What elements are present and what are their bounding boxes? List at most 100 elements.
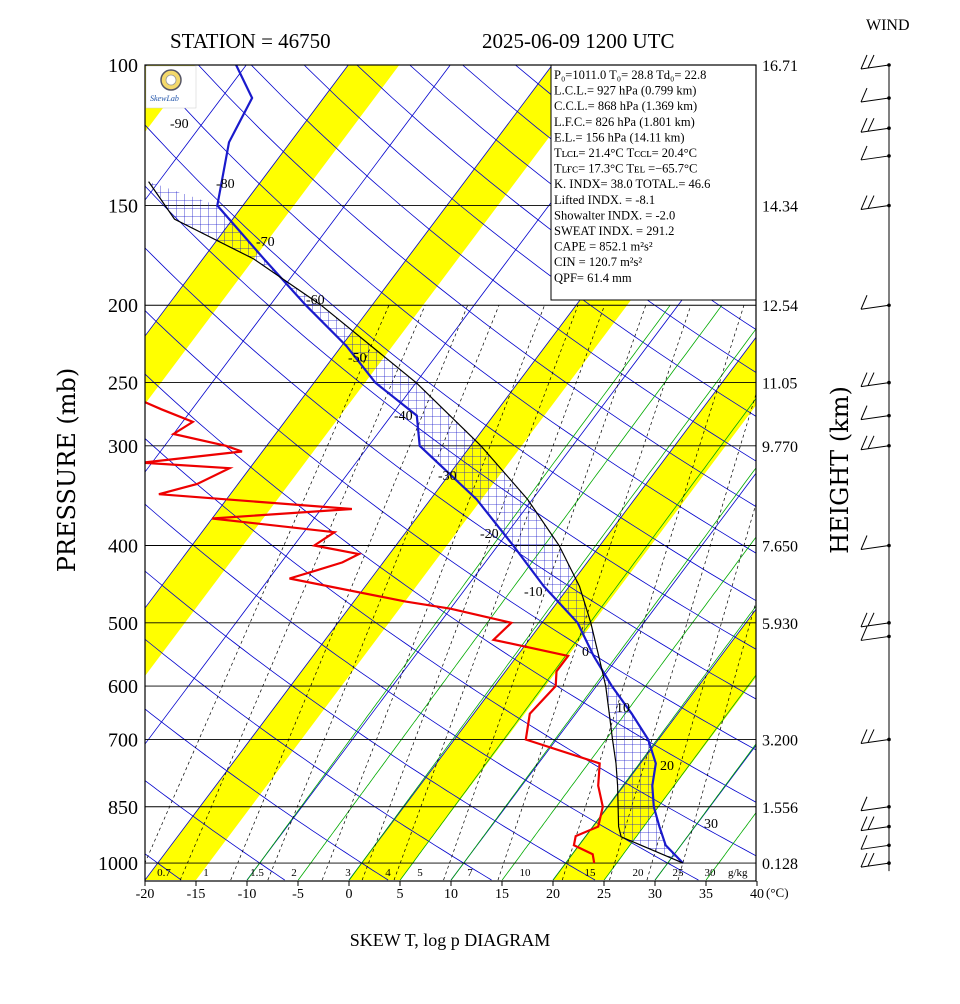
mixing-ratio-line — [393, 305, 605, 881]
x-tick-label: -10 — [238, 887, 257, 902]
x-tick-label: 10 — [444, 887, 458, 902]
index-li: Lifted INDX. = -8.1 — [554, 193, 655, 207]
wind-barb-flag — [860, 145, 868, 161]
isotherm-label: -30 — [438, 469, 457, 484]
wind-barb-flag — [867, 195, 875, 209]
mixing-ratio-line — [267, 305, 500, 881]
dry-adiabat — [303, 65, 756, 417]
mixing-ratio-labels: 0.7 1 1.5 2 3 4 5 7 10 15 20 25 30 g/kg — [157, 867, 748, 879]
wind-barb — [860, 304, 890, 310]
mixing-ratio-label: 1.5 — [250, 867, 264, 879]
pressure-tick-label: 850 — [108, 797, 138, 819]
wind-barb-flag — [860, 612, 868, 628]
wind-barb-flag — [867, 372, 875, 386]
mixing-ratio-line — [321, 305, 545, 881]
mixing-ratio-line — [609, 392, 756, 881]
dry-adiabat — [250, 65, 756, 462]
height-tick-label: 7.650 — [762, 538, 798, 555]
profile-series — [145, 65, 684, 864]
isotherm-line — [450, 472, 756, 881]
dry-adiabat — [145, 373, 756, 803]
isotherm-band — [145, 65, 196, 132]
isotherm-label: -10 — [524, 585, 543, 600]
dry-adiabat — [145, 708, 389, 881]
isotherm-label: 0 — [582, 645, 589, 660]
index-cin: CIN = 120.7 m²s² — [554, 255, 642, 269]
mixing-ratio-label: 2 — [291, 867, 297, 879]
moist-adiabat — [246, 304, 671, 881]
x-tick-label: 25 — [597, 887, 611, 902]
isotherm-line — [145, 65, 553, 609]
isotherm-label: -20 — [480, 527, 499, 542]
pressure-tick-label: 150 — [108, 196, 138, 218]
wind-barb-flag — [860, 117, 868, 133]
wind-barb-flag — [867, 435, 875, 449]
dry-adiabat — [145, 570, 596, 881]
cape-hatch — [148, 181, 684, 864]
mixing-ratio-label: 4 — [385, 867, 391, 879]
cape-area — [148, 181, 684, 864]
mixing-ratio-line — [561, 305, 745, 881]
dry-adiabat — [145, 780, 285, 881]
wind-barb-flag — [860, 295, 868, 310]
isotherm-label: 30 — [704, 817, 718, 832]
x-tick-label: 0 — [346, 887, 353, 902]
index-qpf: QPF= 61.4 mm — [554, 271, 632, 285]
height-tick-label: 14.34 — [762, 199, 798, 216]
isotherm-line — [145, 65, 349, 337]
dry-adiabat — [145, 310, 756, 751]
mixing-ratio-line — [497, 305, 692, 881]
wind-barb-flag — [860, 816, 868, 831]
pressure-axis-title: PRESSURE (mb) — [53, 368, 81, 573]
pressure-tick-label: 250 — [108, 373, 138, 395]
station-logo: SkewLab — [145, 65, 197, 109]
pressure-tick-label: 300 — [108, 436, 138, 458]
wind-title: WIND — [866, 17, 910, 34]
isotherm-line — [757, 65, 960, 880]
isotherm-line — [552, 608, 756, 881]
wind-barb-flag — [860, 796, 868, 811]
wind-barb — [860, 844, 890, 850]
datetime-title: 2025-06-09 1200 UTC — [482, 29, 675, 53]
pressure-tick-label: 400 — [108, 535, 138, 557]
wind-barb — [860, 382, 890, 388]
height-tick-label: 5.930 — [762, 616, 798, 633]
x-tick-label: 30 — [648, 887, 662, 902]
wind-barb-flag — [867, 54, 875, 69]
mixing-ratio-label: 5 — [417, 867, 423, 879]
isotherm-band — [145, 65, 400, 405]
wind-dot — [887, 126, 891, 130]
wind-barb — [860, 622, 890, 628]
index-box: P₀=1011.0 T₀= 28.8 Td₀= 22.8 L.C.L.= 927 … — [550, 64, 757, 301]
index-si: Showalter INDX. = -2.0 — [554, 208, 675, 222]
pressure-tick-label: 200 — [108, 295, 138, 317]
wind-barb — [860, 826, 890, 832]
index-tlcl: Tʟᴄʟ= 21.4°C Tᴄᴄʟ= 20.4°C — [554, 146, 697, 160]
x-unit-label: (°C) — [766, 885, 789, 900]
isotherm-line — [859, 65, 960, 880]
pressure-tick-label: 700 — [108, 729, 138, 751]
height-tick-label: 1.556 — [762, 800, 798, 817]
height-tick-label: 9.770 — [762, 439, 798, 456]
wind-barb — [860, 415, 890, 421]
height-tick-label: 0.128 — [762, 856, 798, 873]
isotherm-band — [757, 65, 960, 880]
wind-barb — [860, 862, 890, 868]
isotherm-label: -40 — [394, 409, 413, 424]
isotherm-label: -90 — [170, 117, 189, 132]
moist-adiabat — [450, 467, 756, 881]
x-tick-label: 5 — [397, 887, 404, 902]
logo-text: SkewLab — [150, 94, 179, 103]
moist-adiabat — [705, 812, 756, 881]
dry-adiabat — [145, 185, 756, 650]
wind-barb — [860, 545, 890, 550]
x-tick-label: 35 — [699, 887, 713, 902]
mixing-ratio-label: 25 — [673, 867, 685, 879]
series-line-dew-point — [145, 400, 604, 864]
pressure-tick-label: 100 — [108, 55, 138, 77]
index-po: P₀=1011.0 T₀= 28.8 Td₀= 22.8 — [554, 68, 706, 82]
height-tick-label: 16.71 — [762, 58, 798, 75]
diagram-title: SKEW T, log p DIAGRAM — [350, 930, 551, 950]
height-tick-label: 3.200 — [762, 732, 798, 749]
